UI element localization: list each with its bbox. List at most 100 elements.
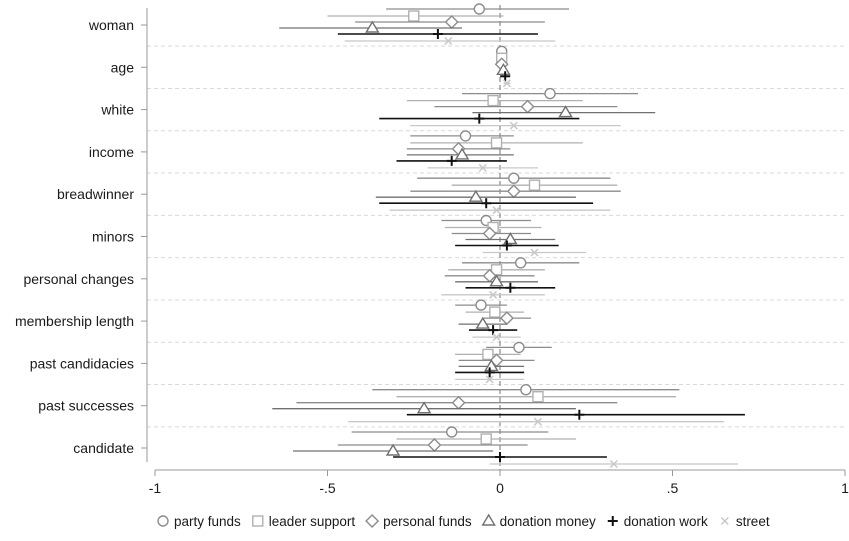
legend-marker <box>607 516 618 526</box>
x-tick-label: -.5 <box>319 480 336 496</box>
data-point <box>489 274 504 287</box>
x-tick-label: 1 <box>841 480 849 496</box>
legend-item: donation work <box>607 514 708 529</box>
data-point <box>513 341 525 354</box>
data-point <box>533 417 542 426</box>
legend-marker <box>720 516 729 526</box>
data-point <box>468 189 484 202</box>
legend-item: personal funds <box>365 514 472 529</box>
y-tick-label: past candidacies <box>30 355 134 371</box>
legend-label: street <box>736 514 770 529</box>
data-point <box>520 384 532 396</box>
data-point <box>480 433 492 445</box>
legend-label: leader support <box>269 514 356 529</box>
legend: party funds leader support personal funds d… <box>157 513 770 529</box>
data-point <box>490 137 503 149</box>
data-point <box>459 130 472 142</box>
x-tick-label: .5 <box>667 480 679 496</box>
data-point <box>505 282 516 293</box>
data-point <box>544 87 556 100</box>
legend-label: donation work <box>624 514 708 529</box>
legend-item: party funds <box>157 514 241 529</box>
data-point <box>530 248 539 257</box>
data-point <box>385 443 401 456</box>
series-layer <box>272 3 745 469</box>
x-tick-label: -1 <box>149 480 162 496</box>
series-leader-support <box>327 10 676 445</box>
data-point <box>499 311 514 326</box>
legend-label: personal funds <box>383 514 472 529</box>
data-point <box>532 391 544 403</box>
series-street <box>344 36 739 469</box>
data-point <box>506 184 521 199</box>
y-tick-label: income <box>89 144 134 160</box>
data-point <box>515 257 527 269</box>
y-tick-label: membership length <box>15 313 134 329</box>
data-point <box>528 179 541 191</box>
data-point <box>478 163 487 172</box>
data-point <box>501 240 512 251</box>
data-point <box>446 155 457 166</box>
legend-item: street <box>720 514 770 529</box>
series-party-funds <box>351 3 680 438</box>
data-point <box>502 79 511 88</box>
data-point <box>475 299 487 311</box>
data-point <box>558 105 573 118</box>
y-tick-label: white <box>100 102 134 118</box>
series-donation-money <box>272 20 656 456</box>
y-tick-label: age <box>111 59 135 75</box>
data-point <box>408 10 420 22</box>
data-point <box>482 348 494 361</box>
data-point <box>484 359 499 372</box>
data-point <box>451 395 466 410</box>
data-point <box>432 29 443 39</box>
data-point <box>500 71 511 82</box>
series-personal-funds <box>296 15 621 452</box>
data-point <box>444 15 459 29</box>
data-point <box>481 198 492 209</box>
data-point <box>475 316 490 329</box>
y-tick-label: candidate <box>73 440 134 456</box>
grid-lines <box>147 5 845 470</box>
data-point <box>454 147 470 160</box>
data-point <box>489 290 498 299</box>
data-point <box>365 20 380 33</box>
data-point <box>492 333 501 342</box>
data-point <box>489 306 501 318</box>
legend-item: leader support <box>252 514 356 529</box>
data-point <box>446 426 458 438</box>
y-tick-label: minors <box>92 229 134 245</box>
data-point <box>609 459 618 469</box>
legend-marker <box>481 513 496 526</box>
y-axis-labels: woman age white income breadwinner minors pers… <box>15 17 134 456</box>
data-point <box>492 206 501 215</box>
y-tick-label: woman <box>88 17 134 33</box>
data-point <box>427 438 442 452</box>
data-point <box>485 375 494 384</box>
data-point <box>496 62 511 76</box>
x-tick-label: 0 <box>496 480 504 496</box>
data-point <box>474 113 485 124</box>
y-tick-label: past successes <box>38 398 134 414</box>
legend-label: party funds <box>174 514 241 529</box>
legend-label: donation money <box>500 514 596 529</box>
data-point <box>488 325 499 336</box>
legend-marker <box>365 514 380 528</box>
legend-item: donation money <box>481 513 596 529</box>
data-point <box>520 99 535 114</box>
data-point <box>484 367 495 378</box>
legend-marker <box>252 515 264 527</box>
axes: -1 -.5 0 .5 1 <box>141 8 849 496</box>
data-point <box>444 36 453 46</box>
data-point <box>574 409 585 420</box>
data-point <box>509 121 518 130</box>
data-point <box>416 401 432 414</box>
series-donation-work <box>337 29 745 462</box>
data-point <box>495 452 505 462</box>
data-point <box>473 3 485 15</box>
legend-marker <box>157 515 169 527</box>
y-tick-label: personal changes <box>23 271 134 287</box>
data-point <box>508 172 520 184</box>
data-point <box>487 94 499 107</box>
